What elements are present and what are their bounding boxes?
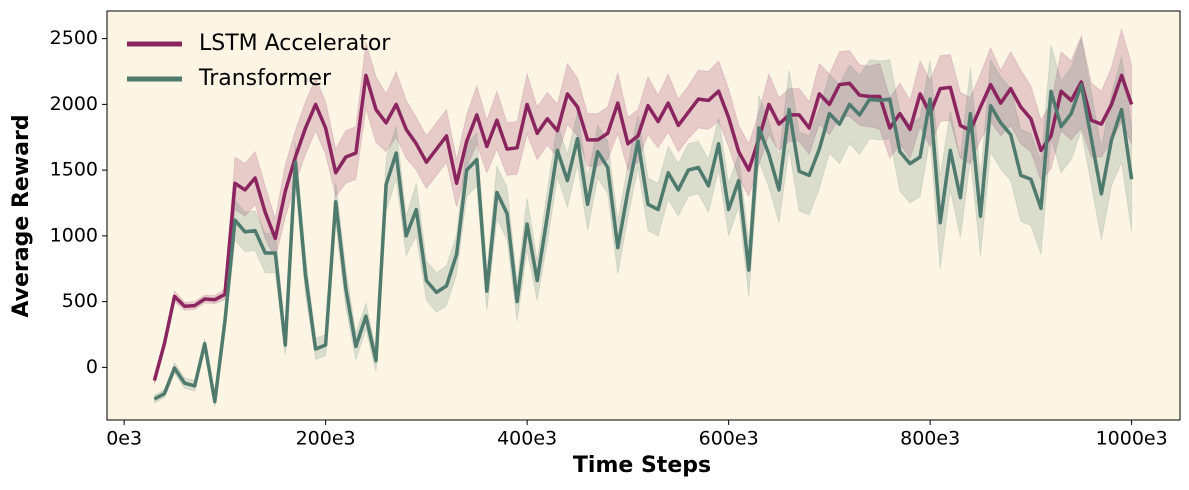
x-tick-label: 200e3 <box>296 428 356 450</box>
line <box>153 82 1134 404</box>
x-tick-label: 800e3 <box>900 428 960 450</box>
plot-background <box>107 11 1180 420</box>
y-tick-label: 2000 <box>50 93 98 115</box>
x-tick-label: 1000e3 <box>1096 428 1168 450</box>
x-axis-title: Time Steps <box>573 453 711 478</box>
y-tick-label: 1500 <box>50 159 98 181</box>
y-tick-label: 1000 <box>50 224 98 246</box>
y-tick-label: 500 <box>62 290 98 312</box>
x-tick-label: 400e3 <box>497 428 557 450</box>
legend-label: Transformer <box>198 66 332 91</box>
legend-label: LSTM Accelerator <box>199 31 391 56</box>
y-tick-label: 2500 <box>50 27 98 49</box>
y-tick-label: 0 <box>86 356 98 378</box>
x-tick-label: 0e3 <box>106 428 142 450</box>
plot-frame <box>106 10 1181 421</box>
y-axis-title: Average Reward <box>9 114 34 317</box>
x-tick-label: 600e3 <box>699 428 759 450</box>
